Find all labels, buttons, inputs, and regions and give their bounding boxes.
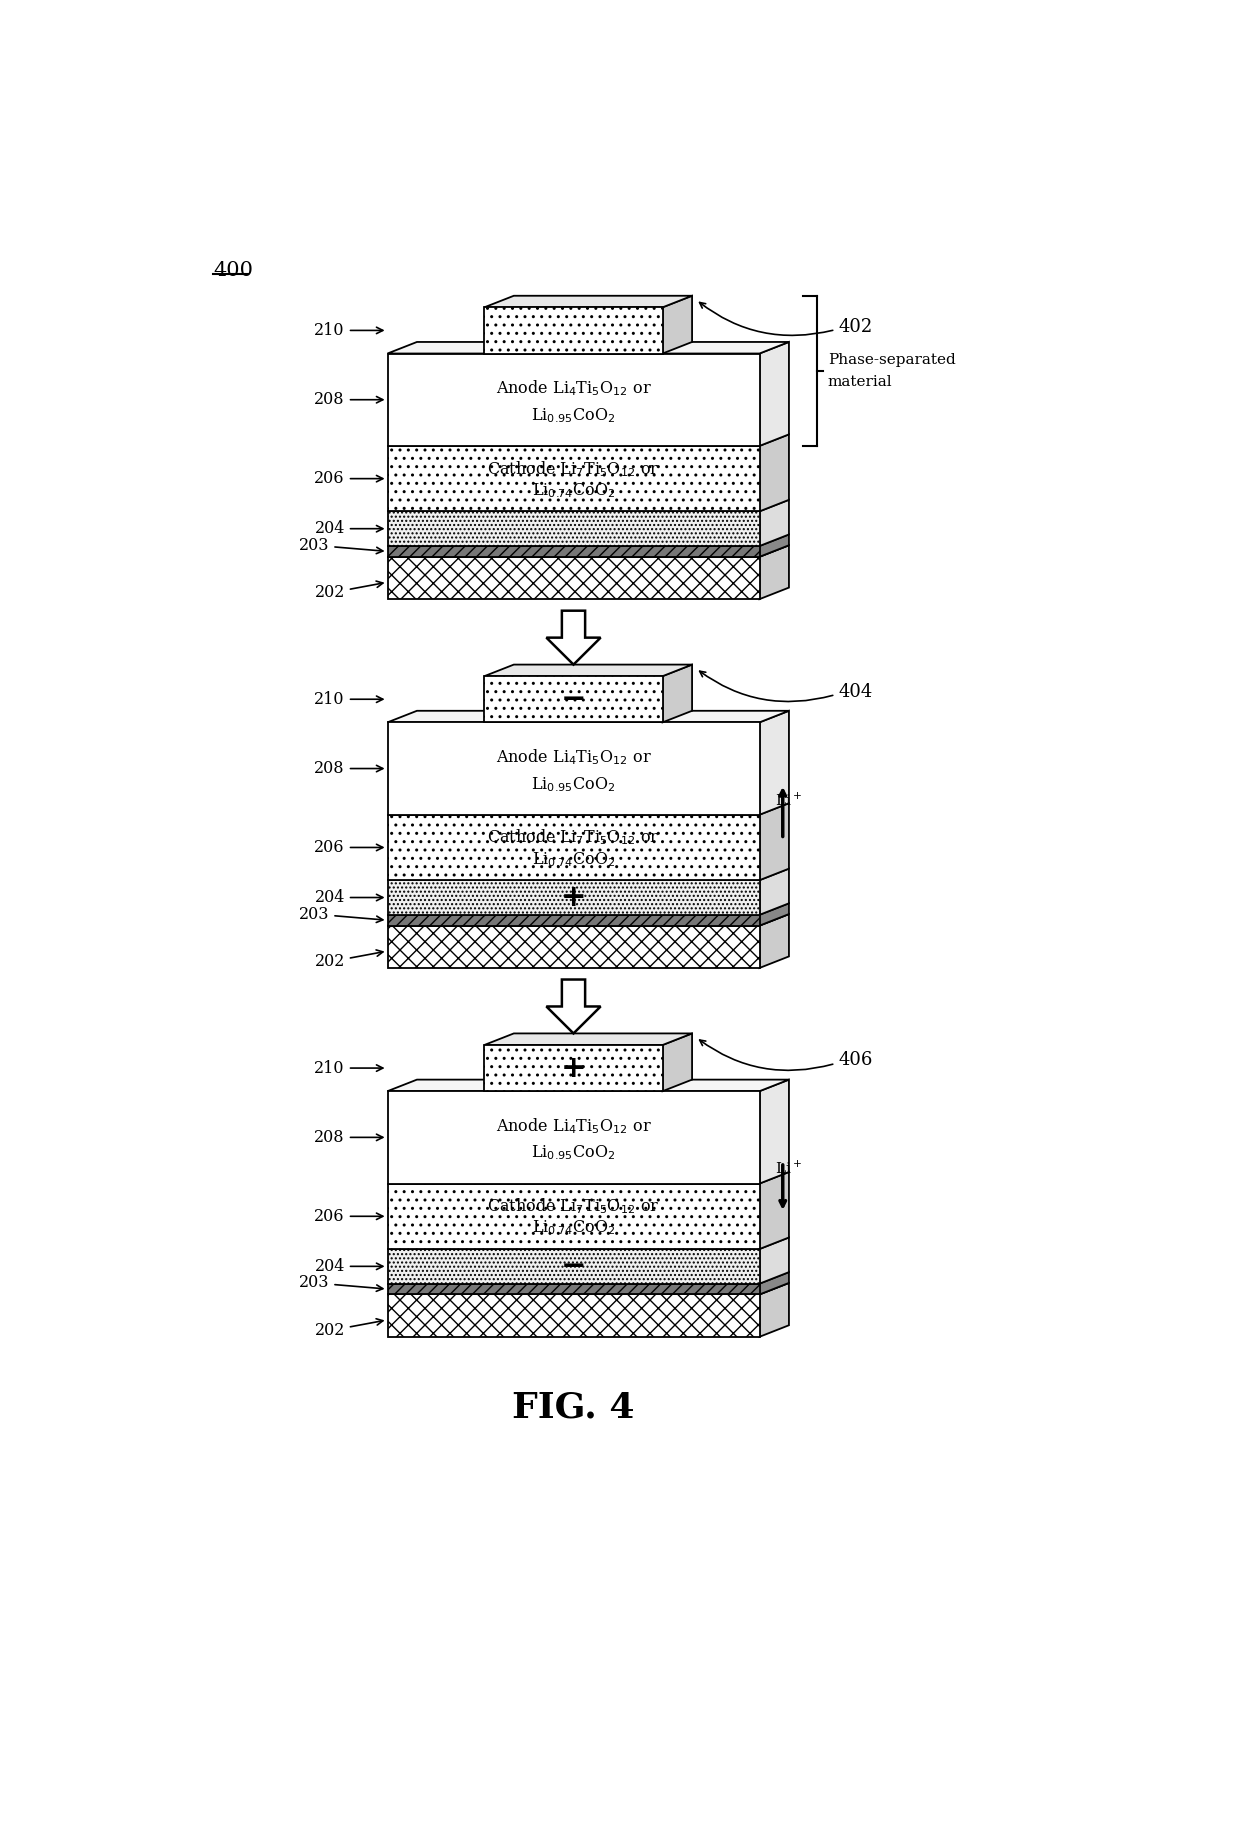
Text: 400: 400 <box>213 261 253 281</box>
Text: 204: 204 <box>315 890 383 906</box>
Text: 202: 202 <box>315 1318 383 1340</box>
Text: Li$_{0.95}$CoO$_2$: Li$_{0.95}$CoO$_2$ <box>531 407 616 425</box>
Bar <box>387 447 759 512</box>
Polygon shape <box>485 295 692 308</box>
Text: 406: 406 <box>838 1052 873 1070</box>
Polygon shape <box>547 611 600 665</box>
Text: 402: 402 <box>838 317 873 335</box>
Polygon shape <box>662 295 692 354</box>
Text: 202: 202 <box>315 950 383 970</box>
Text: Cathode Li$_7$Ti$_5$O$_{12}$ or: Cathode Li$_7$Ti$_5$O$_{12}$ or <box>487 828 660 848</box>
Text: 210: 210 <box>315 1059 383 1077</box>
Text: Li$_{0.95}$CoO$_2$: Li$_{0.95}$CoO$_2$ <box>531 775 616 793</box>
Bar <box>387 1092 759 1183</box>
Text: 204: 204 <box>315 520 383 538</box>
Text: 206: 206 <box>315 1209 383 1225</box>
Bar <box>387 354 759 447</box>
Text: 206: 206 <box>315 839 383 857</box>
Text: Cathode Li$_7$Ti$_5$O$_{12}$ or: Cathode Li$_7$Ti$_5$O$_{12}$ or <box>487 459 660 479</box>
Polygon shape <box>759 500 789 547</box>
Polygon shape <box>387 913 789 926</box>
Bar <box>387 881 759 915</box>
Text: 203: 203 <box>299 1274 383 1291</box>
Text: 208: 208 <box>315 392 383 408</box>
Bar <box>387 556 759 600</box>
Text: Li$_{0.74}$CoO$_2$: Li$_{0.74}$CoO$_2$ <box>532 481 615 500</box>
Bar <box>387 1249 759 1283</box>
Polygon shape <box>759 343 789 447</box>
Text: 208: 208 <box>315 1128 383 1147</box>
Polygon shape <box>662 1034 692 1092</box>
Text: Li$_{0.74}$CoO$_2$: Li$_{0.74}$CoO$_2$ <box>532 1220 615 1238</box>
Polygon shape <box>387 1283 789 1294</box>
Text: 203: 203 <box>299 906 383 922</box>
Text: Anode Li$_4$Ti$_5$O$_{12}$ or: Anode Li$_4$Ti$_5$O$_{12}$ or <box>496 1116 651 1136</box>
Text: 210: 210 <box>315 323 383 339</box>
Text: FIG. 4: FIG. 4 <box>512 1391 635 1426</box>
Bar <box>485 308 662 354</box>
Polygon shape <box>759 1272 789 1294</box>
Text: Li$^+$: Li$^+$ <box>775 791 802 809</box>
Polygon shape <box>759 434 789 512</box>
Polygon shape <box>662 665 692 722</box>
Text: 203: 203 <box>299 536 383 554</box>
Text: 206: 206 <box>315 470 383 487</box>
Text: material: material <box>828 374 893 388</box>
Polygon shape <box>759 1172 789 1249</box>
Polygon shape <box>759 868 789 915</box>
Polygon shape <box>485 1034 692 1045</box>
Bar <box>387 815 759 881</box>
Bar <box>485 676 662 722</box>
Bar <box>387 1294 759 1336</box>
Text: 210: 210 <box>315 691 383 707</box>
Text: Li$^+$: Li$^+$ <box>775 1159 802 1178</box>
Bar <box>387 547 759 556</box>
Polygon shape <box>759 545 789 600</box>
Text: Anode Li$_4$Ti$_5$O$_{12}$ or: Anode Li$_4$Ti$_5$O$_{12}$ or <box>496 747 651 767</box>
Text: Phase-separated: Phase-separated <box>828 354 956 366</box>
Text: −: − <box>560 1252 587 1282</box>
Text: Li$_{0.95}$CoO$_2$: Li$_{0.95}$CoO$_2$ <box>531 1143 616 1163</box>
Polygon shape <box>759 902 789 926</box>
Polygon shape <box>387 343 789 354</box>
Polygon shape <box>547 979 600 1034</box>
Bar <box>387 512 759 547</box>
Text: Anode Li$_4$Ti$_5$O$_{12}$ or: Anode Li$_4$Ti$_5$O$_{12}$ or <box>496 379 651 399</box>
Bar <box>387 1283 759 1294</box>
Text: 208: 208 <box>315 760 383 777</box>
Polygon shape <box>759 804 789 881</box>
Text: +: + <box>560 1054 587 1083</box>
Polygon shape <box>759 534 789 556</box>
Text: +: + <box>560 882 587 912</box>
Bar <box>387 926 759 968</box>
Polygon shape <box>485 665 692 676</box>
Polygon shape <box>387 545 789 556</box>
Bar <box>485 1045 662 1092</box>
Polygon shape <box>759 1283 789 1336</box>
Text: Li$_{0.74}$CoO$_2$: Li$_{0.74}$CoO$_2$ <box>532 850 615 868</box>
Text: 202: 202 <box>315 582 383 602</box>
Bar <box>387 722 759 815</box>
Bar <box>387 1183 759 1249</box>
Text: 204: 204 <box>315 1258 383 1274</box>
Polygon shape <box>759 711 789 815</box>
Polygon shape <box>759 1238 789 1283</box>
Bar <box>387 915 759 926</box>
Text: −: − <box>560 685 587 715</box>
Text: 404: 404 <box>838 682 873 700</box>
Polygon shape <box>759 913 789 968</box>
Polygon shape <box>759 1079 789 1183</box>
Text: Cathode Li$_7$Ti$_5$O$_{12}$ or: Cathode Li$_7$Ti$_5$O$_{12}$ or <box>487 1196 660 1216</box>
Polygon shape <box>387 711 789 722</box>
Polygon shape <box>387 1079 789 1092</box>
